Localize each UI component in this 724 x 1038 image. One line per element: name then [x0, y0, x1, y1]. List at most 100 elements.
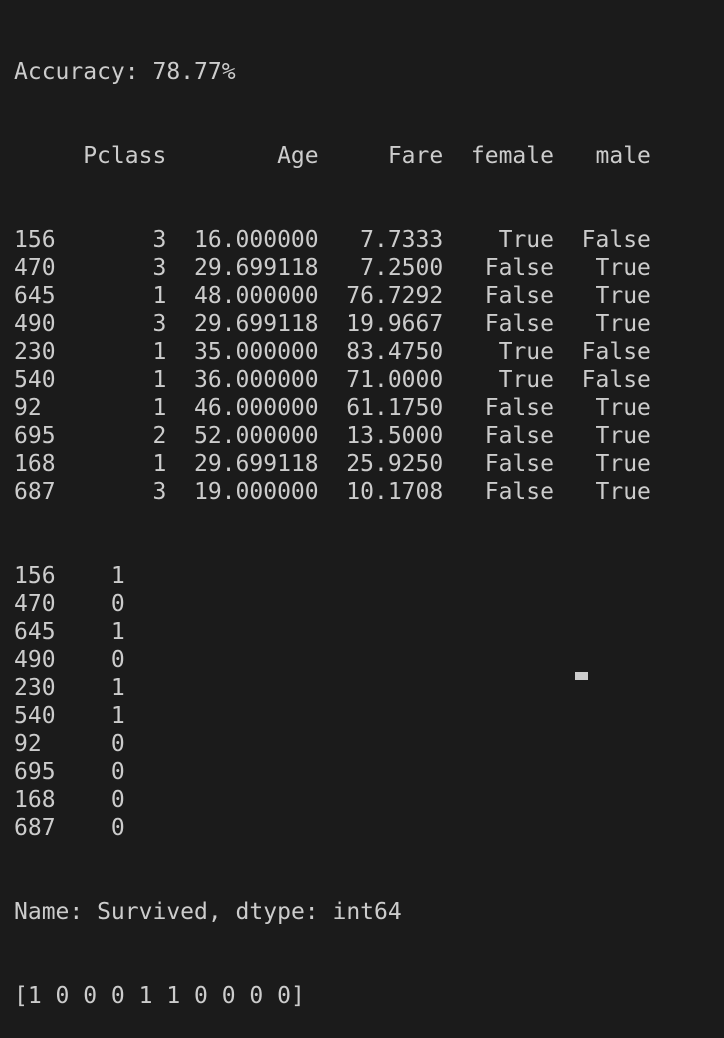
dataframe-row: 687 3 19.000000 10.1708 False True: [14, 478, 651, 506]
series-value: 0: [110, 815, 125, 841]
cell-pclass: 1: [152, 395, 167, 421]
cell-fare: 7.7333: [360, 227, 444, 253]
series-index: 540: [14, 703, 56, 729]
series-index: 230: [14, 675, 56, 701]
cell-fare: 83.4750: [346, 339, 444, 365]
row-index: 645: [14, 283, 56, 309]
cell-fare: 7.2500: [360, 255, 444, 281]
cell-male: False: [581, 227, 651, 253]
cell-fare: 10.1708: [346, 479, 444, 505]
cell-fare: 19.9667: [346, 311, 444, 337]
cell-female: False: [484, 255, 554, 281]
dataframe-row: 540 1 36.000000 71.0000 True False: [14, 366, 651, 394]
terminal-output: Accuracy: 78.77% Pclass Age Fare female …: [14, 2, 651, 1038]
series-row: 470 0: [14, 590, 651, 618]
cell-age: 35.000000: [193, 339, 319, 365]
series-row: 168 0: [14, 786, 651, 814]
accuracy-line: Accuracy: 78.77%: [14, 59, 236, 85]
row-index: 470: [14, 255, 56, 281]
cell-fare: 25.9250: [346, 451, 444, 477]
series-row: 230 1: [14, 674, 651, 702]
cell-male: True: [595, 479, 651, 505]
series-row: 645 1: [14, 618, 651, 646]
cell-pclass: 1: [152, 367, 167, 393]
series-row: 540 1: [14, 702, 651, 730]
predictions-line: [1 0 0 0 1 1 0 0 0 0]: [14, 983, 305, 1009]
cell-male: True: [595, 423, 651, 449]
series-value: 1: [110, 619, 125, 645]
cell-female: False: [484, 451, 554, 477]
cell-male: True: [595, 451, 651, 477]
column-header-fare: Fare: [387, 143, 444, 169]
series-index: 687: [14, 815, 56, 841]
dataframe-header: Pclass Age Fare female male: [14, 142, 651, 170]
cell-age: 19.000000: [193, 479, 319, 505]
series-value: 1: [110, 675, 125, 701]
cell-pclass: 3: [152, 479, 167, 505]
dataframe-row: 168 1 29.699118 25.9250 False True: [14, 450, 651, 478]
row-index: 92: [14, 395, 42, 421]
cell-male: False: [581, 367, 651, 393]
cell-female: False: [484, 283, 554, 309]
series-index: 168: [14, 787, 56, 813]
cell-female: False: [484, 479, 554, 505]
series-value: 0: [110, 647, 125, 673]
column-header-female: female: [470, 143, 554, 169]
cell-pclass: 1: [152, 283, 167, 309]
series-value: 1: [110, 563, 125, 589]
series-footer: Name: Survived, dtype: int64: [14, 899, 402, 925]
series-value: 1: [110, 703, 125, 729]
cell-female: True: [498, 227, 554, 253]
terminal-cursor: [575, 672, 588, 680]
series-value: 0: [110, 591, 125, 617]
series-value: 0: [110, 731, 125, 757]
series-value: 0: [110, 787, 125, 813]
cell-age: 52.000000: [193, 423, 319, 449]
series-index: 645: [14, 619, 56, 645]
row-index: 687: [14, 479, 56, 505]
dataframe-row: 695 2 52.000000 13.5000 False True: [14, 422, 651, 450]
series-index: 470: [14, 591, 56, 617]
cell-pclass: 3: [152, 227, 167, 253]
series-index: 695: [14, 759, 56, 785]
cell-age: 29.699118: [193, 451, 319, 477]
series-index: 490: [14, 647, 56, 673]
dataframe-row: 645 1 48.000000 76.7292 False True: [14, 282, 651, 310]
cell-female: False: [484, 423, 554, 449]
series-row: 687 0: [14, 814, 651, 842]
cell-fare: 13.5000: [346, 423, 444, 449]
column-header-male: male: [595, 143, 651, 169]
dataframe-row: 470 3 29.699118 7.2500 False True: [14, 254, 651, 282]
series-index: 92: [14, 731, 42, 757]
dataframe-row: 490 3 29.699118 19.9667 False True: [14, 310, 651, 338]
cell-pclass: 3: [152, 311, 167, 337]
row-index: 695: [14, 423, 56, 449]
cell-fare: 61.1750: [346, 395, 444, 421]
cell-pclass: 1: [152, 339, 167, 365]
cell-male: True: [595, 283, 651, 309]
series-index: 156: [14, 563, 56, 589]
cell-pclass: 3: [152, 255, 167, 281]
row-index: 168: [14, 451, 56, 477]
dataframe-row: 230 1 35.000000 83.4750 True False: [14, 338, 651, 366]
cell-fare: 71.0000: [346, 367, 444, 393]
cell-female: False: [484, 311, 554, 337]
row-index: 490: [14, 311, 56, 337]
column-header-pclass: Pclass: [83, 143, 167, 169]
cell-female: True: [498, 367, 554, 393]
cell-male: True: [595, 395, 651, 421]
row-index: 230: [14, 339, 56, 365]
series-row: 156 1: [14, 562, 651, 590]
cell-male: False: [581, 339, 651, 365]
cell-pclass: 2: [152, 423, 167, 449]
series-value: 0: [110, 759, 125, 785]
cell-pclass: 1: [152, 451, 167, 477]
cell-age: 16.000000: [193, 227, 319, 253]
row-index: 540: [14, 367, 56, 393]
cell-age: 46.000000: [193, 395, 319, 421]
cell-age: 29.699118: [193, 311, 319, 337]
series-row: 695 0: [14, 758, 651, 786]
cell-age: 48.000000: [193, 283, 319, 309]
cell-female: False: [484, 395, 554, 421]
row-index: 156: [14, 227, 56, 253]
